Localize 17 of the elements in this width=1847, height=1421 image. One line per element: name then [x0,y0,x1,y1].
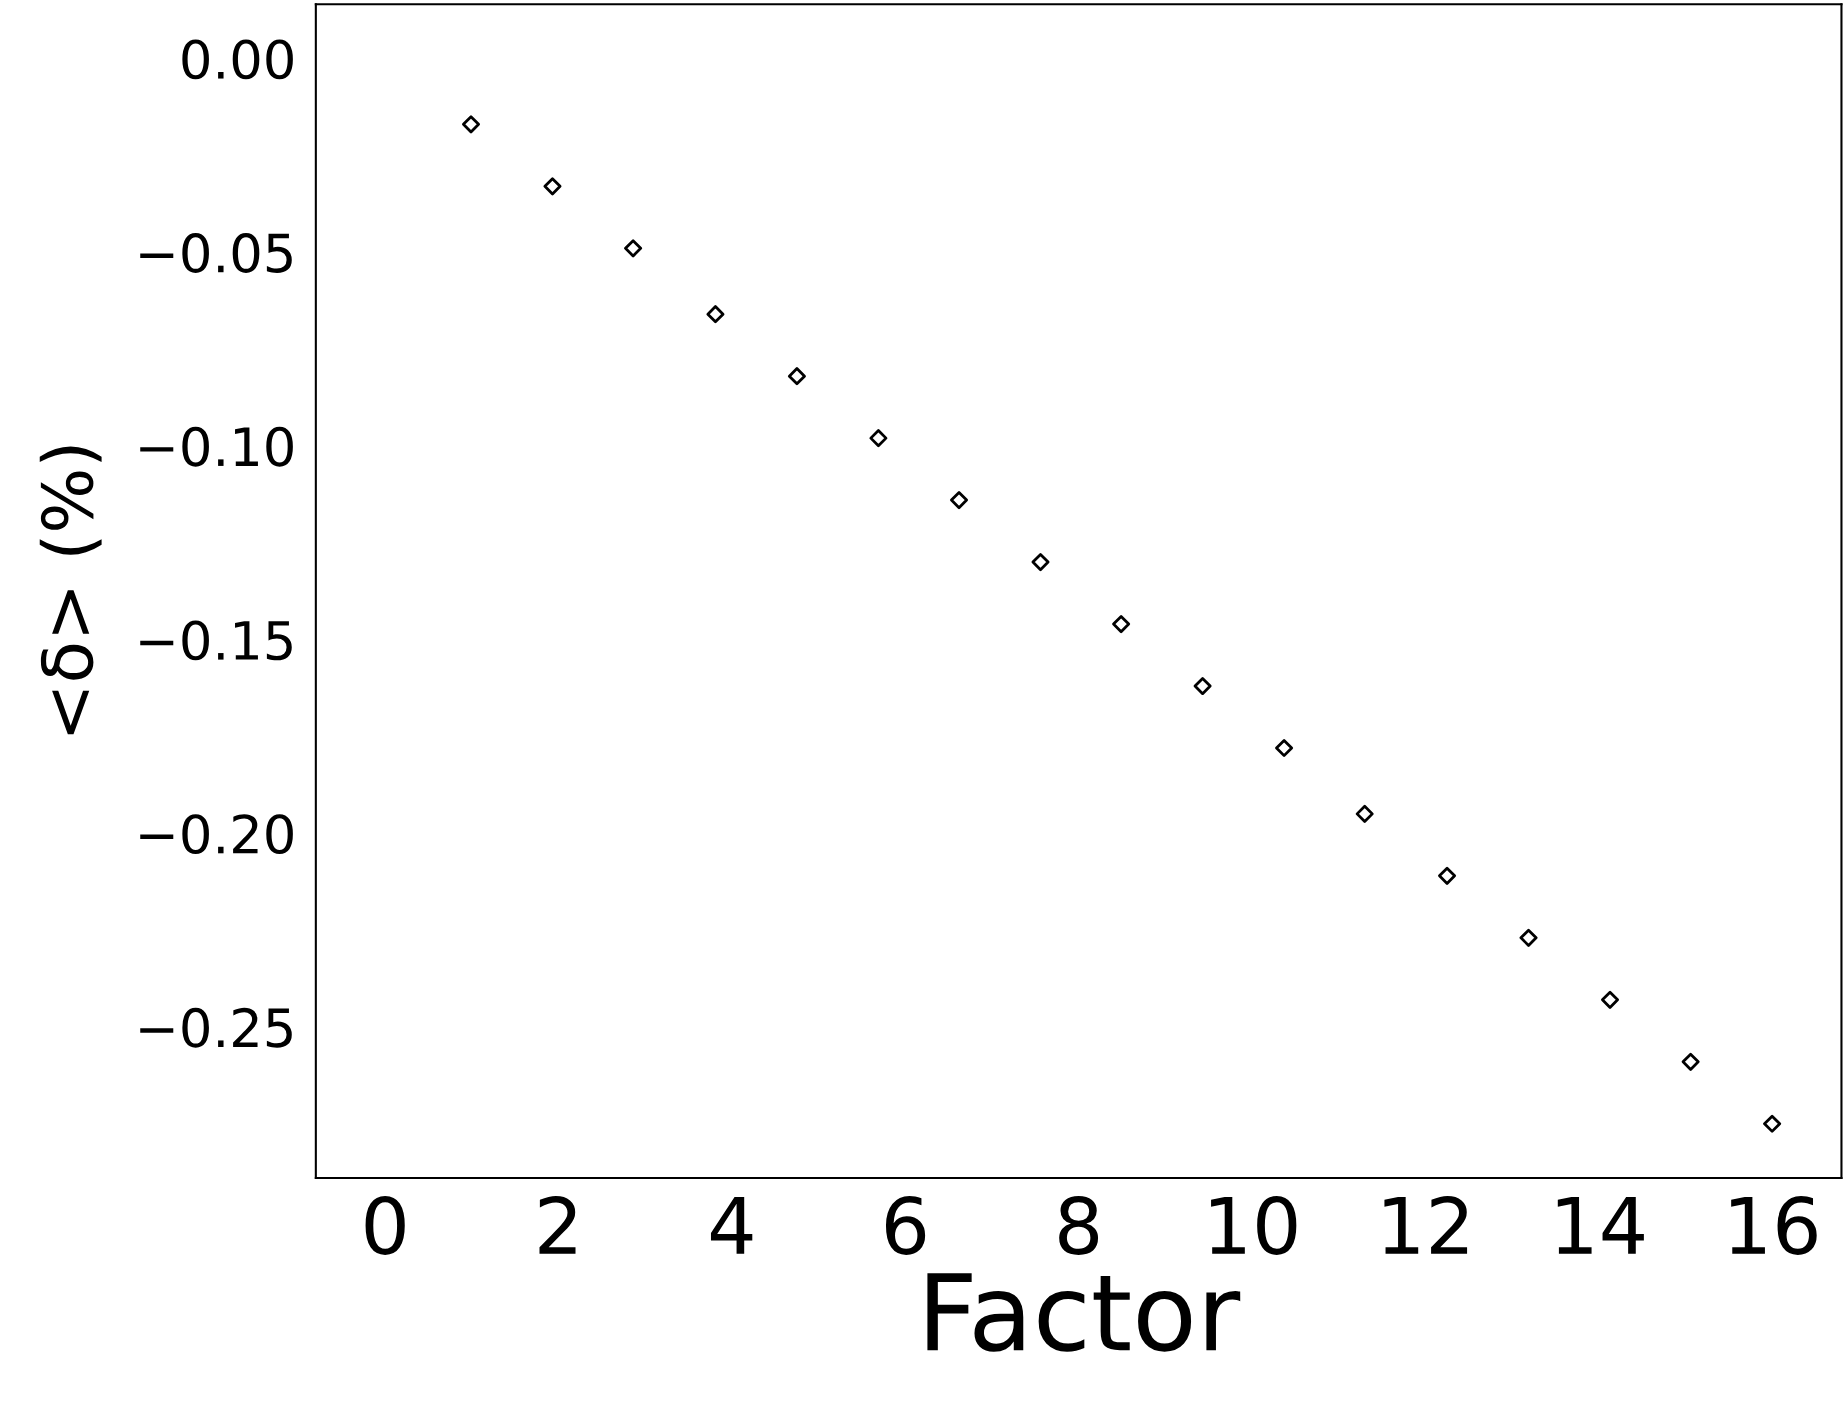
x-tick-label: 14 [1557,1197,1644,1254]
x-tick-label: 2 [539,1196,576,1254]
y-tick-label: 0.00 [182,39,293,80]
x-axis-title: Factor [927,1273,1241,1352]
y-tick-label: −0.20 [140,814,293,855]
y-tick-label: −0.05 [140,233,292,273]
y-tick-label: −0.25 [140,1007,292,1048]
y-tick-label: −0.15 [140,620,292,661]
x-tick-label: 10 [1211,1196,1297,1255]
x-tick-label: 16 [1731,1196,1817,1255]
y-tick-label: −0.10 [140,426,293,467]
x-tick-label: 4 [710,1197,753,1254]
x-tick-label: 8 [1059,1196,1099,1255]
y-axis-title: <δ> (%) [39,446,102,735]
x-tick-label: 0 [365,1196,405,1255]
x-tick-label: 12 [1384,1196,1468,1254]
x-tick-label: 6 [885,1196,926,1255]
